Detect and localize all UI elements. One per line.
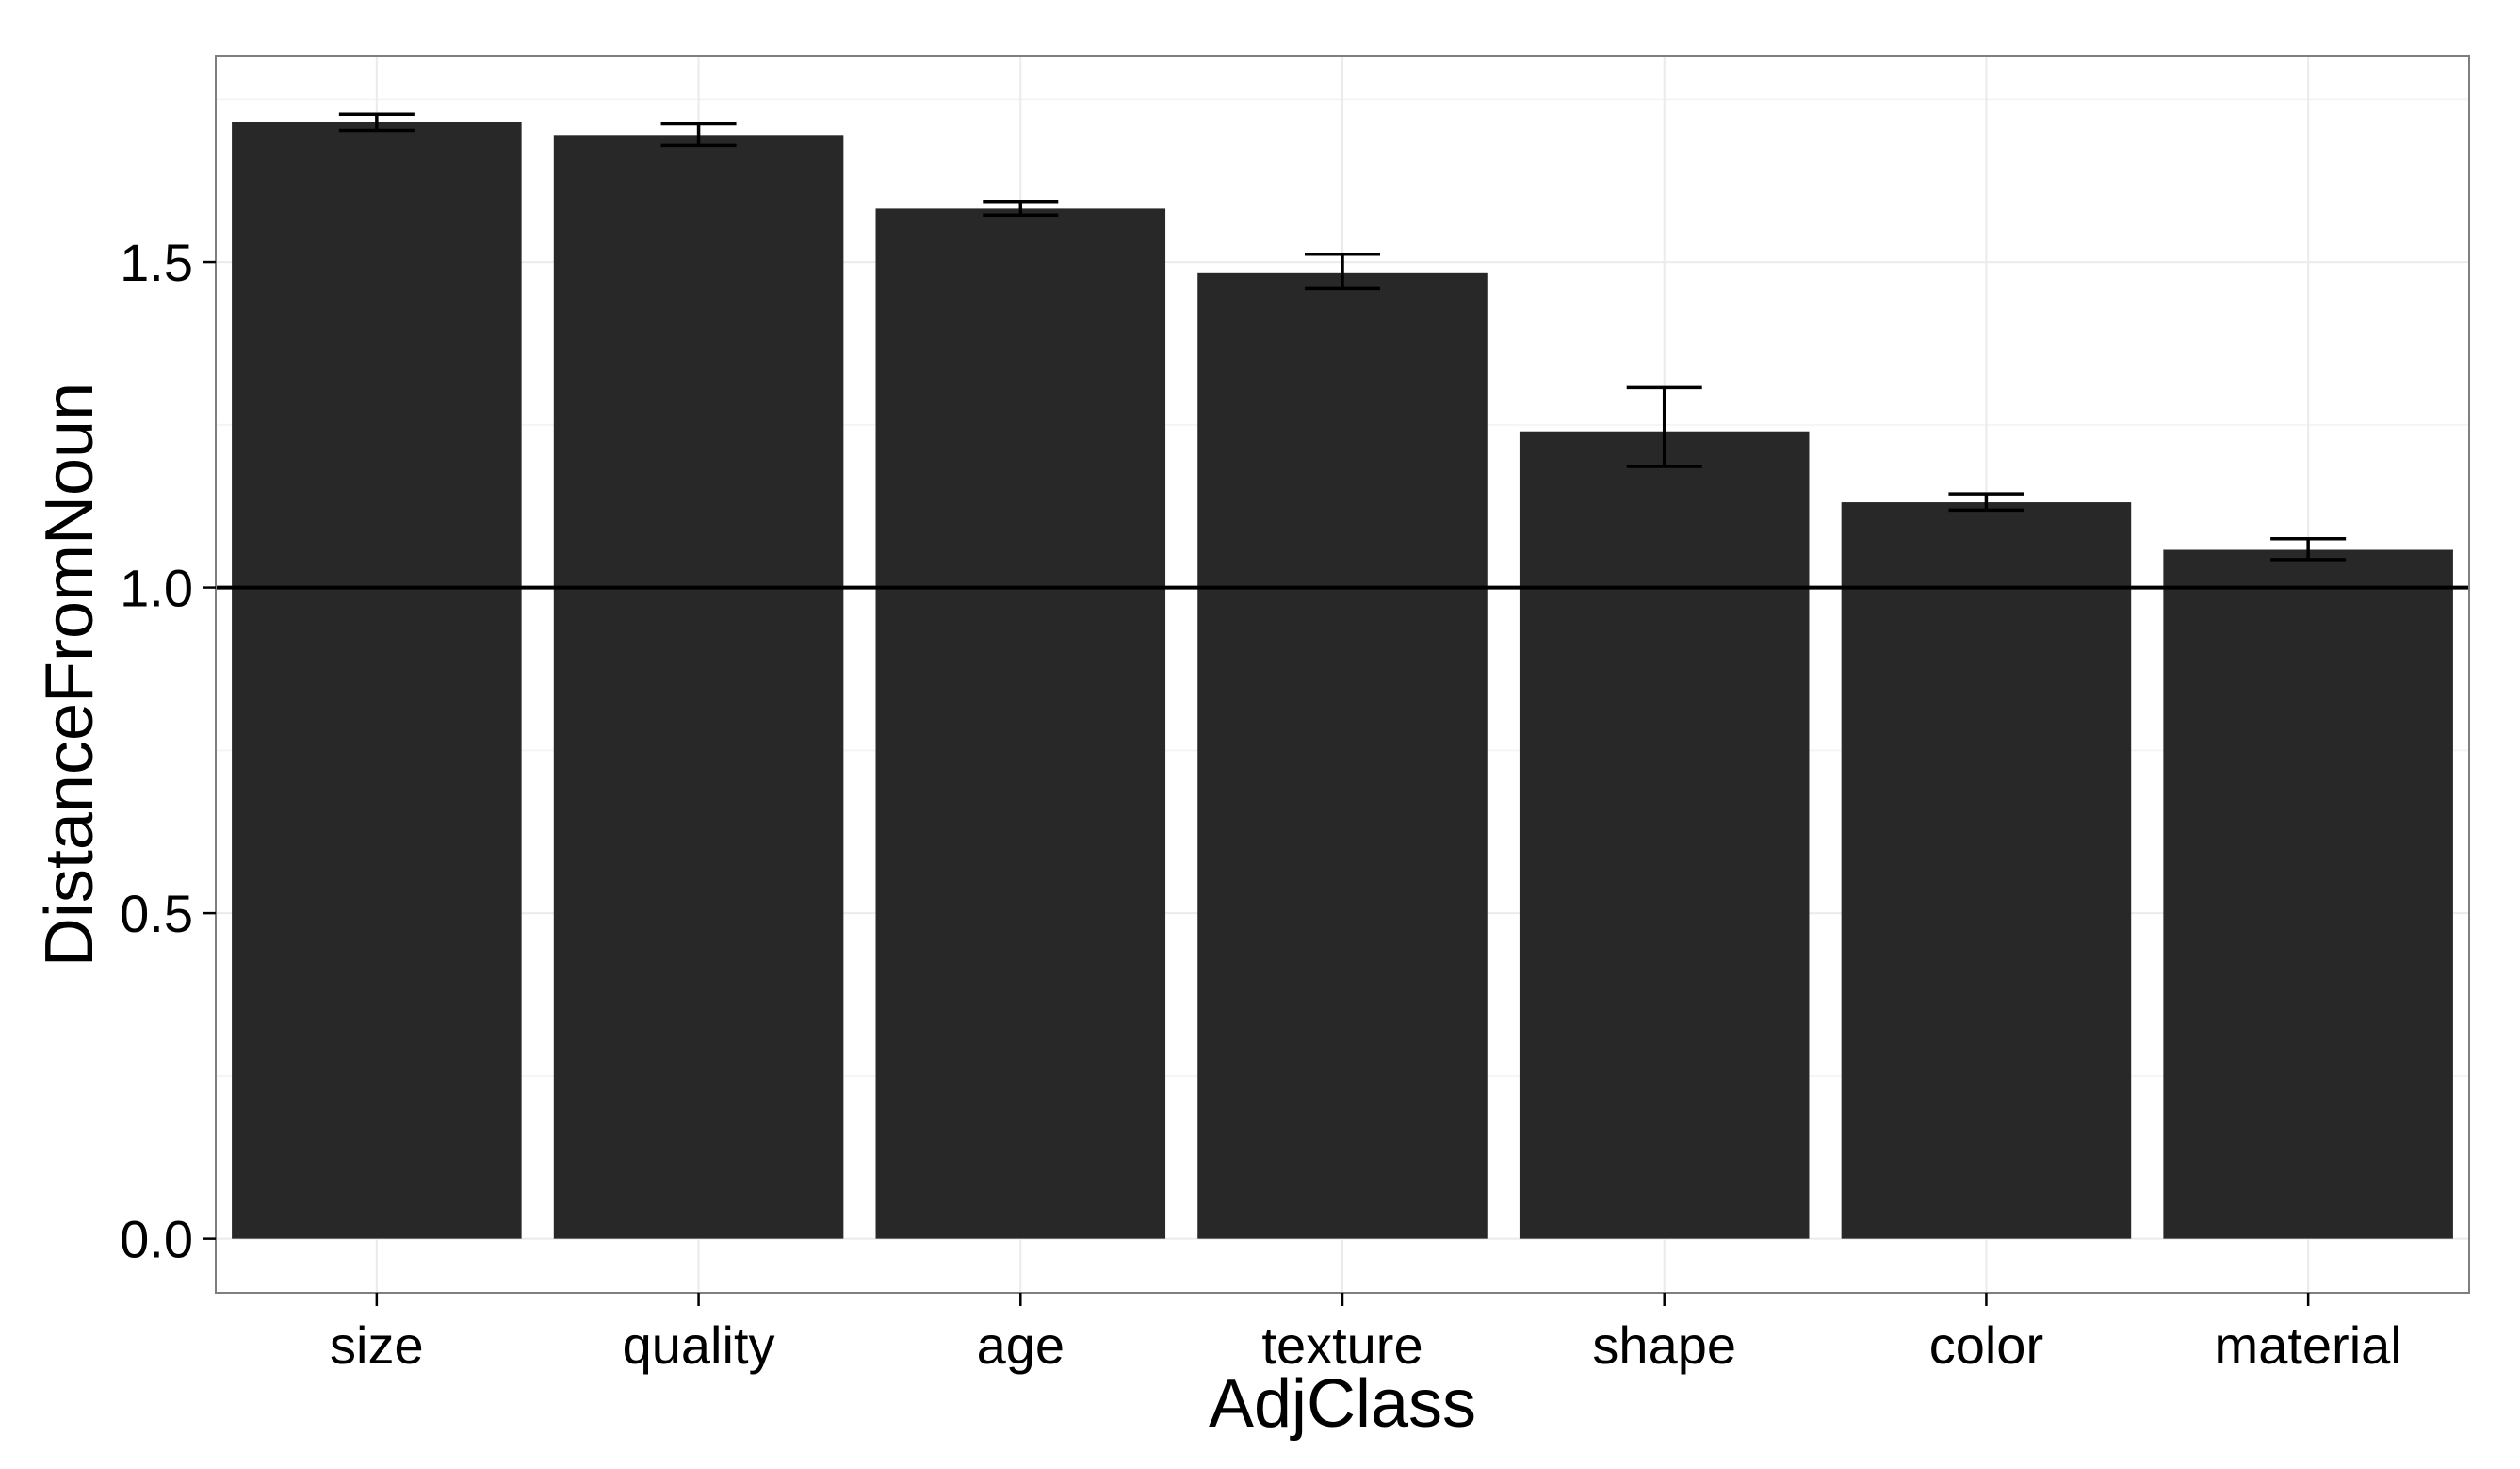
bar-texture [1197,272,1488,1239]
x-tick-label: material [2215,1315,2402,1375]
x-tick-label: color [1929,1315,2043,1375]
x-tick-label: age [977,1315,1065,1375]
error-bar-shape [1626,385,1702,468]
y-tick-label: 1.0 [120,559,193,618]
x-axis-title: AdjClass [1209,1366,1476,1442]
bars [232,122,2453,1239]
error-bar-size [338,112,415,133]
y-tick-label: 0.5 [120,884,193,943]
y-tick-label: 0.0 [120,1210,193,1269]
bar-shape [1519,431,1810,1239]
y-axis: 0.0 0.5 1.0 1.5 [120,233,216,1269]
bar-size [232,122,522,1239]
error-bar-material [2270,537,2347,562]
x-axis: size quality age texture shape color material [330,1293,2402,1375]
error-bar-color [1948,492,2024,513]
x-tick-label: quality [623,1315,775,1375]
x-tick-label: size [330,1315,424,1375]
error-bar-texture [1305,253,1380,291]
error-bar-age [983,200,1059,218]
bar-material [2163,549,2453,1239]
error-bars [338,112,2347,562]
error-bar-quality [660,122,737,148]
x-tick-label: shape [1592,1315,1736,1375]
y-axis-title: DistanceFromNoun [32,383,107,967]
bar-age [875,208,1166,1239]
x-tick-label: texture [1261,1315,1423,1375]
bar-quality [553,135,844,1239]
bar-color [1841,502,2132,1239]
y-tick-label: 1.5 [120,233,193,292]
